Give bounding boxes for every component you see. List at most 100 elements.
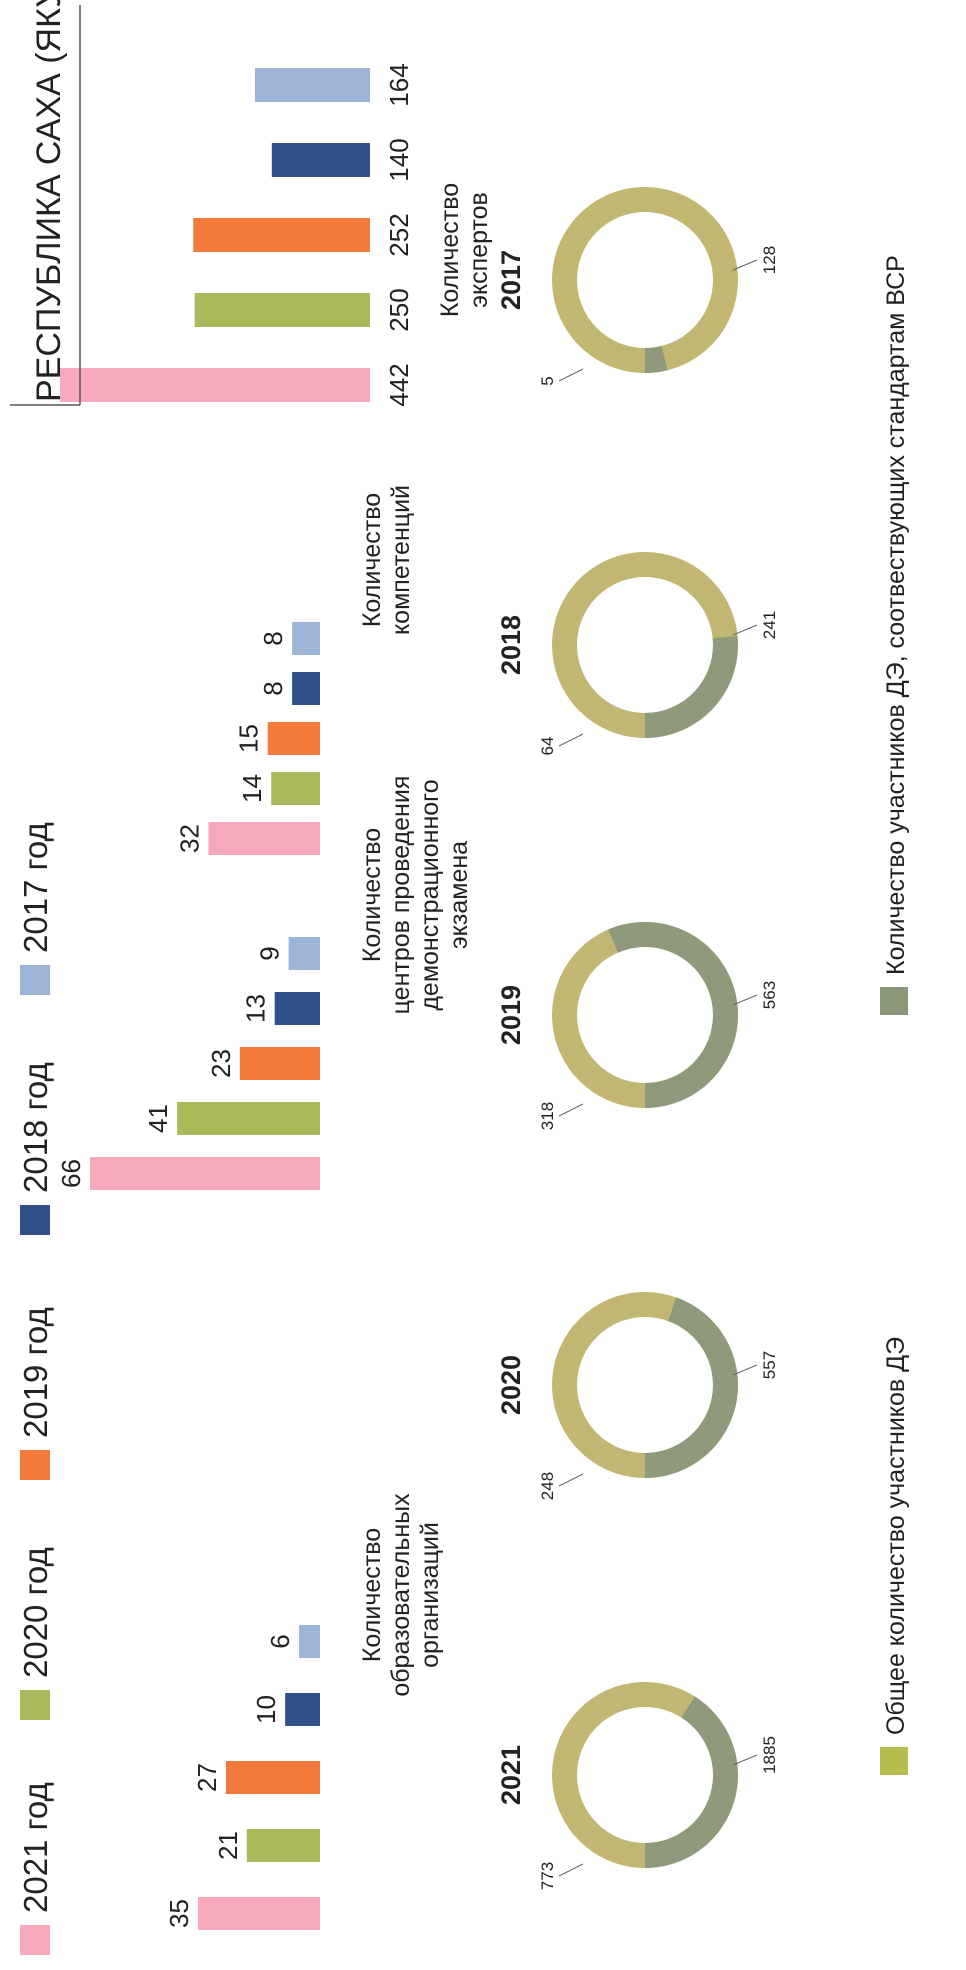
bar-value-label: 41	[143, 1104, 173, 1133]
donut-chart: 2021 773 1885	[496, 1682, 779, 1890]
donut-vsr-slice	[644, 1696, 738, 1868]
caption-line: компетенций	[387, 485, 415, 635]
donut-year-label: 2017	[496, 250, 526, 310]
caption-line: Количество	[436, 183, 464, 317]
donut-total-label: 128	[760, 246, 779, 274]
bar-value-label: 14	[237, 774, 267, 803]
donut-total-leader	[732, 624, 758, 636]
year-legend: 2021 год 2020 год 2019 год 2018 год 2017 год	[17, 822, 54, 1955]
bar	[285, 1693, 321, 1726]
bar	[274, 992, 320, 1025]
legend-swatch	[20, 1690, 50, 1720]
donut-year-label: 2020	[496, 1355, 526, 1415]
bar-value-label: 10	[251, 1695, 281, 1724]
bar-group: 442 250 252 140 164 Количествоэкспертов	[60, 63, 493, 407]
donut-hole	[578, 1318, 712, 1452]
donut-total-label: 563	[760, 981, 779, 1009]
donut-vsr-slice	[608, 922, 738, 1108]
donut-chart: 2017 5 128	[496, 187, 779, 386]
bar	[208, 822, 320, 855]
bar	[177, 1102, 320, 1135]
donut-year-label: 2021	[496, 1745, 526, 1805]
donut-vsr-leader	[558, 1863, 584, 1877]
legend-swatch	[880, 987, 908, 1015]
caption-line: организаций	[416, 1522, 444, 1668]
legend-label: 2018 год	[17, 1062, 54, 1193]
donut-charts: 2021 773 1885 2020 248 557 2019 318 563 2018 64 241…	[496, 187, 779, 1890]
bar-value-label: 35	[164, 1899, 194, 1928]
caption-line: центров проведения	[387, 776, 415, 1015]
bar-value-label: 66	[56, 1159, 86, 1188]
bar-group-caption: Количествоцентров проведениядемонстрацио…	[358, 776, 473, 1015]
donut-vsr-slice	[644, 635, 738, 738]
caption-line: образовательных	[387, 1493, 415, 1697]
bar-value-label: 8	[258, 681, 288, 695]
bar	[90, 1157, 320, 1190]
bar	[198, 1897, 320, 1930]
bar	[271, 772, 321, 805]
bar-value-label: 13	[241, 994, 271, 1023]
bar-group-caption: Количествообразовательныхорганизаций	[358, 1493, 444, 1697]
region-title: РЕСПУБЛИКА САХА (ЯКУТИЯ)	[30, 0, 68, 402]
donut-chart: 2018 64 241	[496, 552, 779, 755]
bar	[225, 1761, 320, 1794]
donut-vsr-leader	[558, 368, 584, 382]
caption-line: Количество	[358, 1528, 386, 1662]
legend-label: 2019 год	[17, 1307, 54, 1438]
legend-swatch	[20, 965, 50, 995]
donut-year-label: 2018	[496, 615, 526, 675]
donut-vsr-slice	[644, 1297, 738, 1478]
bar	[239, 1047, 320, 1080]
donut-vsr-slice	[644, 345, 668, 374]
donut-hole	[578, 1708, 712, 1842]
bar	[299, 1625, 321, 1658]
bar	[254, 68, 370, 102]
legend-label: 2021 год	[17, 1782, 54, 1913]
caption-line: экзамена	[445, 841, 473, 949]
bar-value-label: 23	[206, 1049, 236, 1078]
bar-value-label: 442	[384, 363, 414, 406]
bar	[246, 1829, 320, 1862]
legend-label: 2017 год	[17, 822, 54, 953]
donut-total-label: 241	[760, 611, 779, 639]
donut-vsr-leader	[558, 1473, 584, 1487]
bar	[60, 368, 370, 402]
legend-label: Количество участников ДЭ, соотвествующих…	[882, 255, 910, 975]
donut-chart: 2020 248 557	[496, 1292, 779, 1500]
bar-value-label: 21	[213, 1831, 243, 1860]
bar-value-label: 27	[192, 1763, 222, 1792]
donut-vsr-label: 248	[538, 1472, 557, 1500]
bar-value-label: 9	[255, 946, 285, 960]
donut-vsr-leader	[558, 733, 584, 747]
donut-year-label: 2019	[496, 985, 526, 1045]
bar	[292, 672, 321, 705]
caption-line: Количество	[358, 493, 386, 627]
donut-vsr-label: 773	[538, 1862, 557, 1890]
donut-vsr-leader	[558, 1103, 584, 1117]
donut-total-leader	[732, 259, 758, 271]
bar-group: 32 14 15 8 8 Количествокомпетенций	[174, 485, 415, 855]
bar	[194, 293, 370, 327]
bar-group: 35 21 27 10 6 Количествообразовательныхоргани…	[164, 1493, 444, 1930]
legend-label: Общее количество участников ДЭ	[882, 1337, 910, 1735]
bar-value-label: 32	[174, 824, 204, 853]
donut-hole	[578, 578, 712, 712]
bar-value-label: 6	[265, 1634, 295, 1648]
bar	[288, 937, 320, 970]
bar	[271, 143, 371, 177]
bar-value-label: 8	[258, 631, 288, 645]
bar	[193, 218, 370, 252]
bar-value-label: 140	[384, 138, 414, 181]
donut-total-leader	[732, 1364, 758, 1376]
bar	[292, 622, 321, 655]
donut-vsr-label: 318	[538, 1102, 557, 1130]
caption-line: демонстрационного	[416, 779, 444, 1010]
donut-vsr-label: 5	[538, 376, 557, 385]
donut-hole	[578, 213, 712, 347]
bar-value-label: 250	[384, 288, 414, 331]
donut-total-label: 557	[760, 1351, 779, 1379]
